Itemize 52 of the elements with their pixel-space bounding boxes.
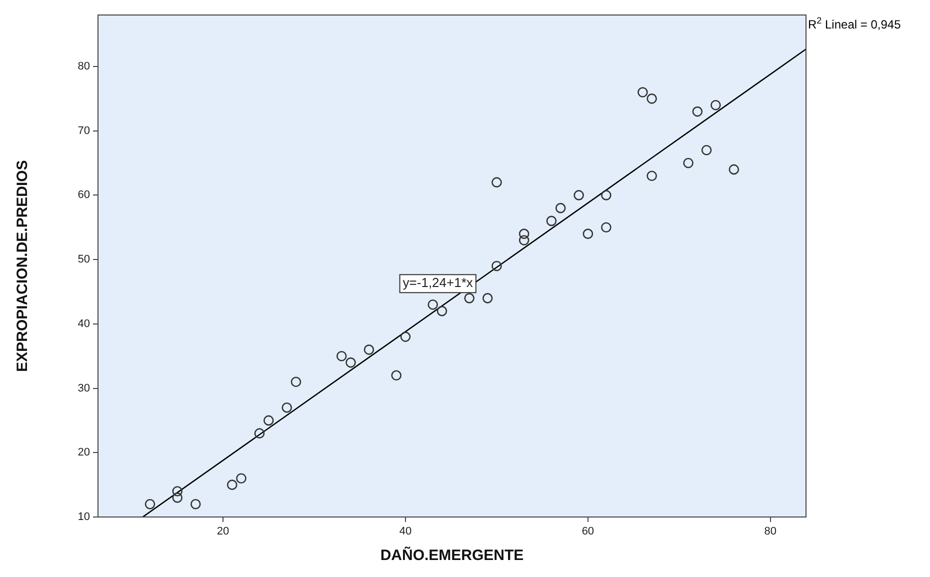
x-tick-label: 80 [764, 526, 777, 538]
point [263, 415, 274, 426]
point [728, 164, 740, 175]
point [346, 357, 356, 368]
point [236, 473, 246, 484]
y-tick-label: 30 [78, 382, 90, 394]
point [226, 480, 238, 490]
point [582, 228, 594, 239]
point [546, 216, 557, 226]
point [254, 428, 265, 438]
point [518, 228, 530, 239]
y-tick-label: 50 [78, 254, 90, 266]
point [638, 87, 648, 98]
point [518, 235, 530, 246]
y-tick-label: 70 [78, 124, 90, 137]
y-axis-title: EXPROPIACION.DE.PREDIOS [14, 160, 32, 372]
point [282, 402, 292, 413]
point [400, 332, 411, 342]
point [436, 306, 448, 316]
point [364, 344, 374, 355]
point [336, 350, 347, 362]
point [692, 106, 703, 117]
point [492, 177, 502, 188]
point [710, 100, 721, 110]
y-tick-label: 40 [78, 318, 90, 330]
point [290, 376, 302, 387]
y-tick-label: 20 [78, 446, 90, 459]
point [574, 190, 584, 200]
point [492, 260, 502, 272]
point [172, 486, 183, 496]
point [601, 190, 612, 200]
point [482, 293, 493, 304]
x-tick-label: 40 [399, 526, 412, 538]
point [172, 492, 183, 503]
point [190, 498, 201, 510]
point [701, 145, 712, 156]
point [601, 222, 612, 233]
point [646, 170, 657, 182]
x-axis-title: DAÑO.EMERGENTE [380, 546, 524, 564]
y-tick-label: 10 [78, 511, 90, 524]
point [391, 370, 402, 381]
y-tick-label: 80 [78, 60, 90, 73]
point [683, 158, 694, 168]
annotation: y=-1,24+1*x [402, 275, 474, 290]
x-tick-label: 60 [582, 526, 594, 538]
point [144, 498, 156, 510]
point [555, 202, 566, 214]
point [464, 293, 474, 304]
point [646, 94, 657, 104]
x-tick-label: 20 [216, 526, 230, 538]
y-tick-label: 60 [78, 189, 90, 202]
point [428, 299, 438, 310]
